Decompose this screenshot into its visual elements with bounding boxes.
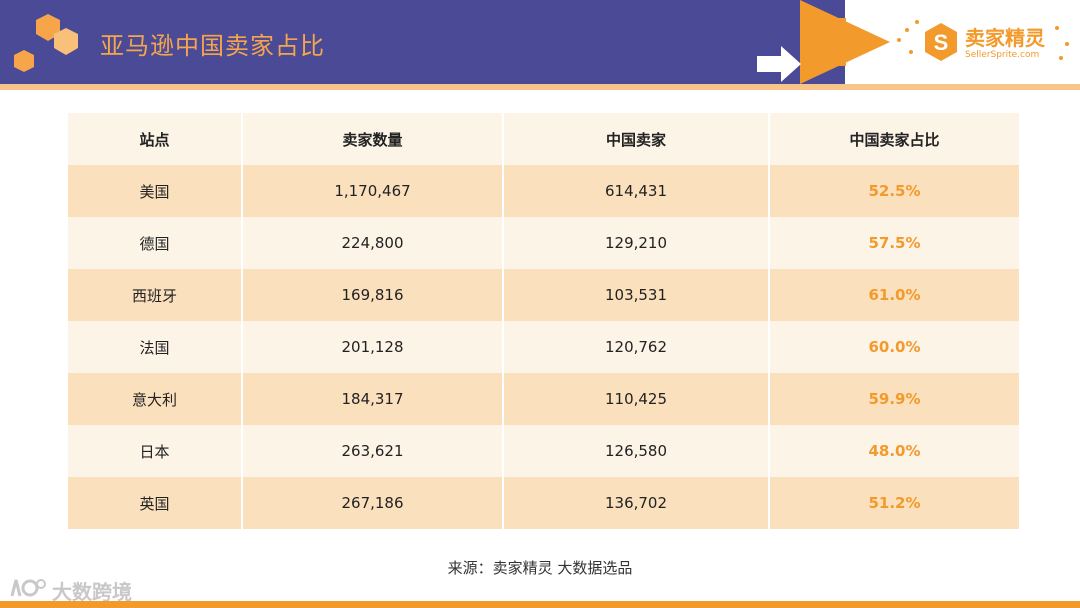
cell-chinese-share: 51.2%	[769, 477, 1019, 529]
logo-s-badge-icon: S	[925, 23, 957, 61]
seller-sprite-logo: S 卖家精灵 SellerSprite.com	[895, 18, 1075, 68]
cell-chinese-sellers: 614,431	[503, 165, 770, 217]
cell-seller-count: 201,128	[242, 321, 504, 373]
table-row: 日本 263,621 126,580 48.0%	[68, 425, 1019, 477]
table-row: 德国 224,800 129,210 57.5%	[68, 217, 1019, 269]
column-header-chinese-share: 中国卖家占比	[769, 113, 1019, 165]
cell-site: 美国	[68, 165, 243, 217]
cell-site: 日本	[68, 425, 243, 477]
seller-share-table: 站点 卖家数量 中国卖家 中国卖家占比 美国 1,170,467 614,431…	[68, 113, 1019, 529]
cell-site: 德国	[68, 217, 243, 269]
cell-chinese-sellers: 103,531	[503, 269, 770, 321]
cell-site: 法国	[68, 321, 243, 373]
cell-site: 英国	[68, 477, 243, 529]
table-row: 英国 267,186 136,702 51.2%	[68, 477, 1019, 529]
header-underline	[0, 84, 1080, 90]
cell-chinese-share: 57.5%	[769, 217, 1019, 269]
cell-chinese-share: 52.5%	[769, 165, 1019, 217]
table-row: 西班牙 169,816 103,531 61.0%	[68, 269, 1019, 321]
header-arrow	[800, 0, 890, 84]
cell-chinese-share: 61.0%	[769, 269, 1019, 321]
logo-name: 卖家精灵	[965, 26, 1045, 50]
cell-chinese-sellers: 136,702	[503, 477, 770, 529]
cell-seller-count: 1,170,467	[242, 165, 504, 217]
column-header-chinese-sellers: 中国卖家	[503, 113, 770, 165]
source-note: 来源：卖家精灵 大数据选品	[447, 559, 633, 577]
page-title: 亚马逊中国卖家占比	[100, 32, 325, 60]
logo-site: SellerSprite.com	[965, 50, 1040, 60]
cell-site: 意大利	[68, 373, 243, 425]
cell-chinese-share: 60.0%	[769, 321, 1019, 373]
cell-chinese-share: 48.0%	[769, 425, 1019, 477]
column-header-seller-count: 卖家数量	[242, 113, 504, 165]
cell-chinese-sellers: 120,762	[503, 321, 770, 373]
hexagon-decoration-icon	[14, 14, 78, 72]
cell-seller-count: 184,317	[242, 373, 504, 425]
cell-site: 西班牙	[68, 269, 243, 321]
table-row: 法国 201,128 120,762 60.0%	[68, 321, 1019, 373]
cell-chinese-share: 59.9%	[769, 373, 1019, 425]
footer-bar	[0, 601, 1080, 608]
table-row: 意大利 184,317 110,425 59.9%	[68, 373, 1019, 425]
watermark-logo-icon	[10, 579, 46, 597]
table-row: 美国 1,170,467 614,431 52.5%	[68, 165, 1019, 217]
svg-text:S: S	[934, 30, 949, 55]
arrow-right-icon	[757, 46, 801, 82]
watermark-text: 大数跨境	[52, 580, 132, 604]
header-band	[0, 0, 845, 84]
cell-seller-count: 224,800	[242, 217, 504, 269]
cell-seller-count: 263,621	[242, 425, 504, 477]
cell-chinese-sellers: 110,425	[503, 373, 770, 425]
cell-seller-count: 267,186	[242, 477, 504, 529]
cell-chinese-sellers: 126,580	[503, 425, 770, 477]
cell-chinese-sellers: 129,210	[503, 217, 770, 269]
cell-seller-count: 169,816	[242, 269, 504, 321]
column-header-site: 站点	[68, 113, 243, 165]
table-header-row: 站点 卖家数量 中国卖家 中国卖家占比	[68, 113, 1019, 165]
